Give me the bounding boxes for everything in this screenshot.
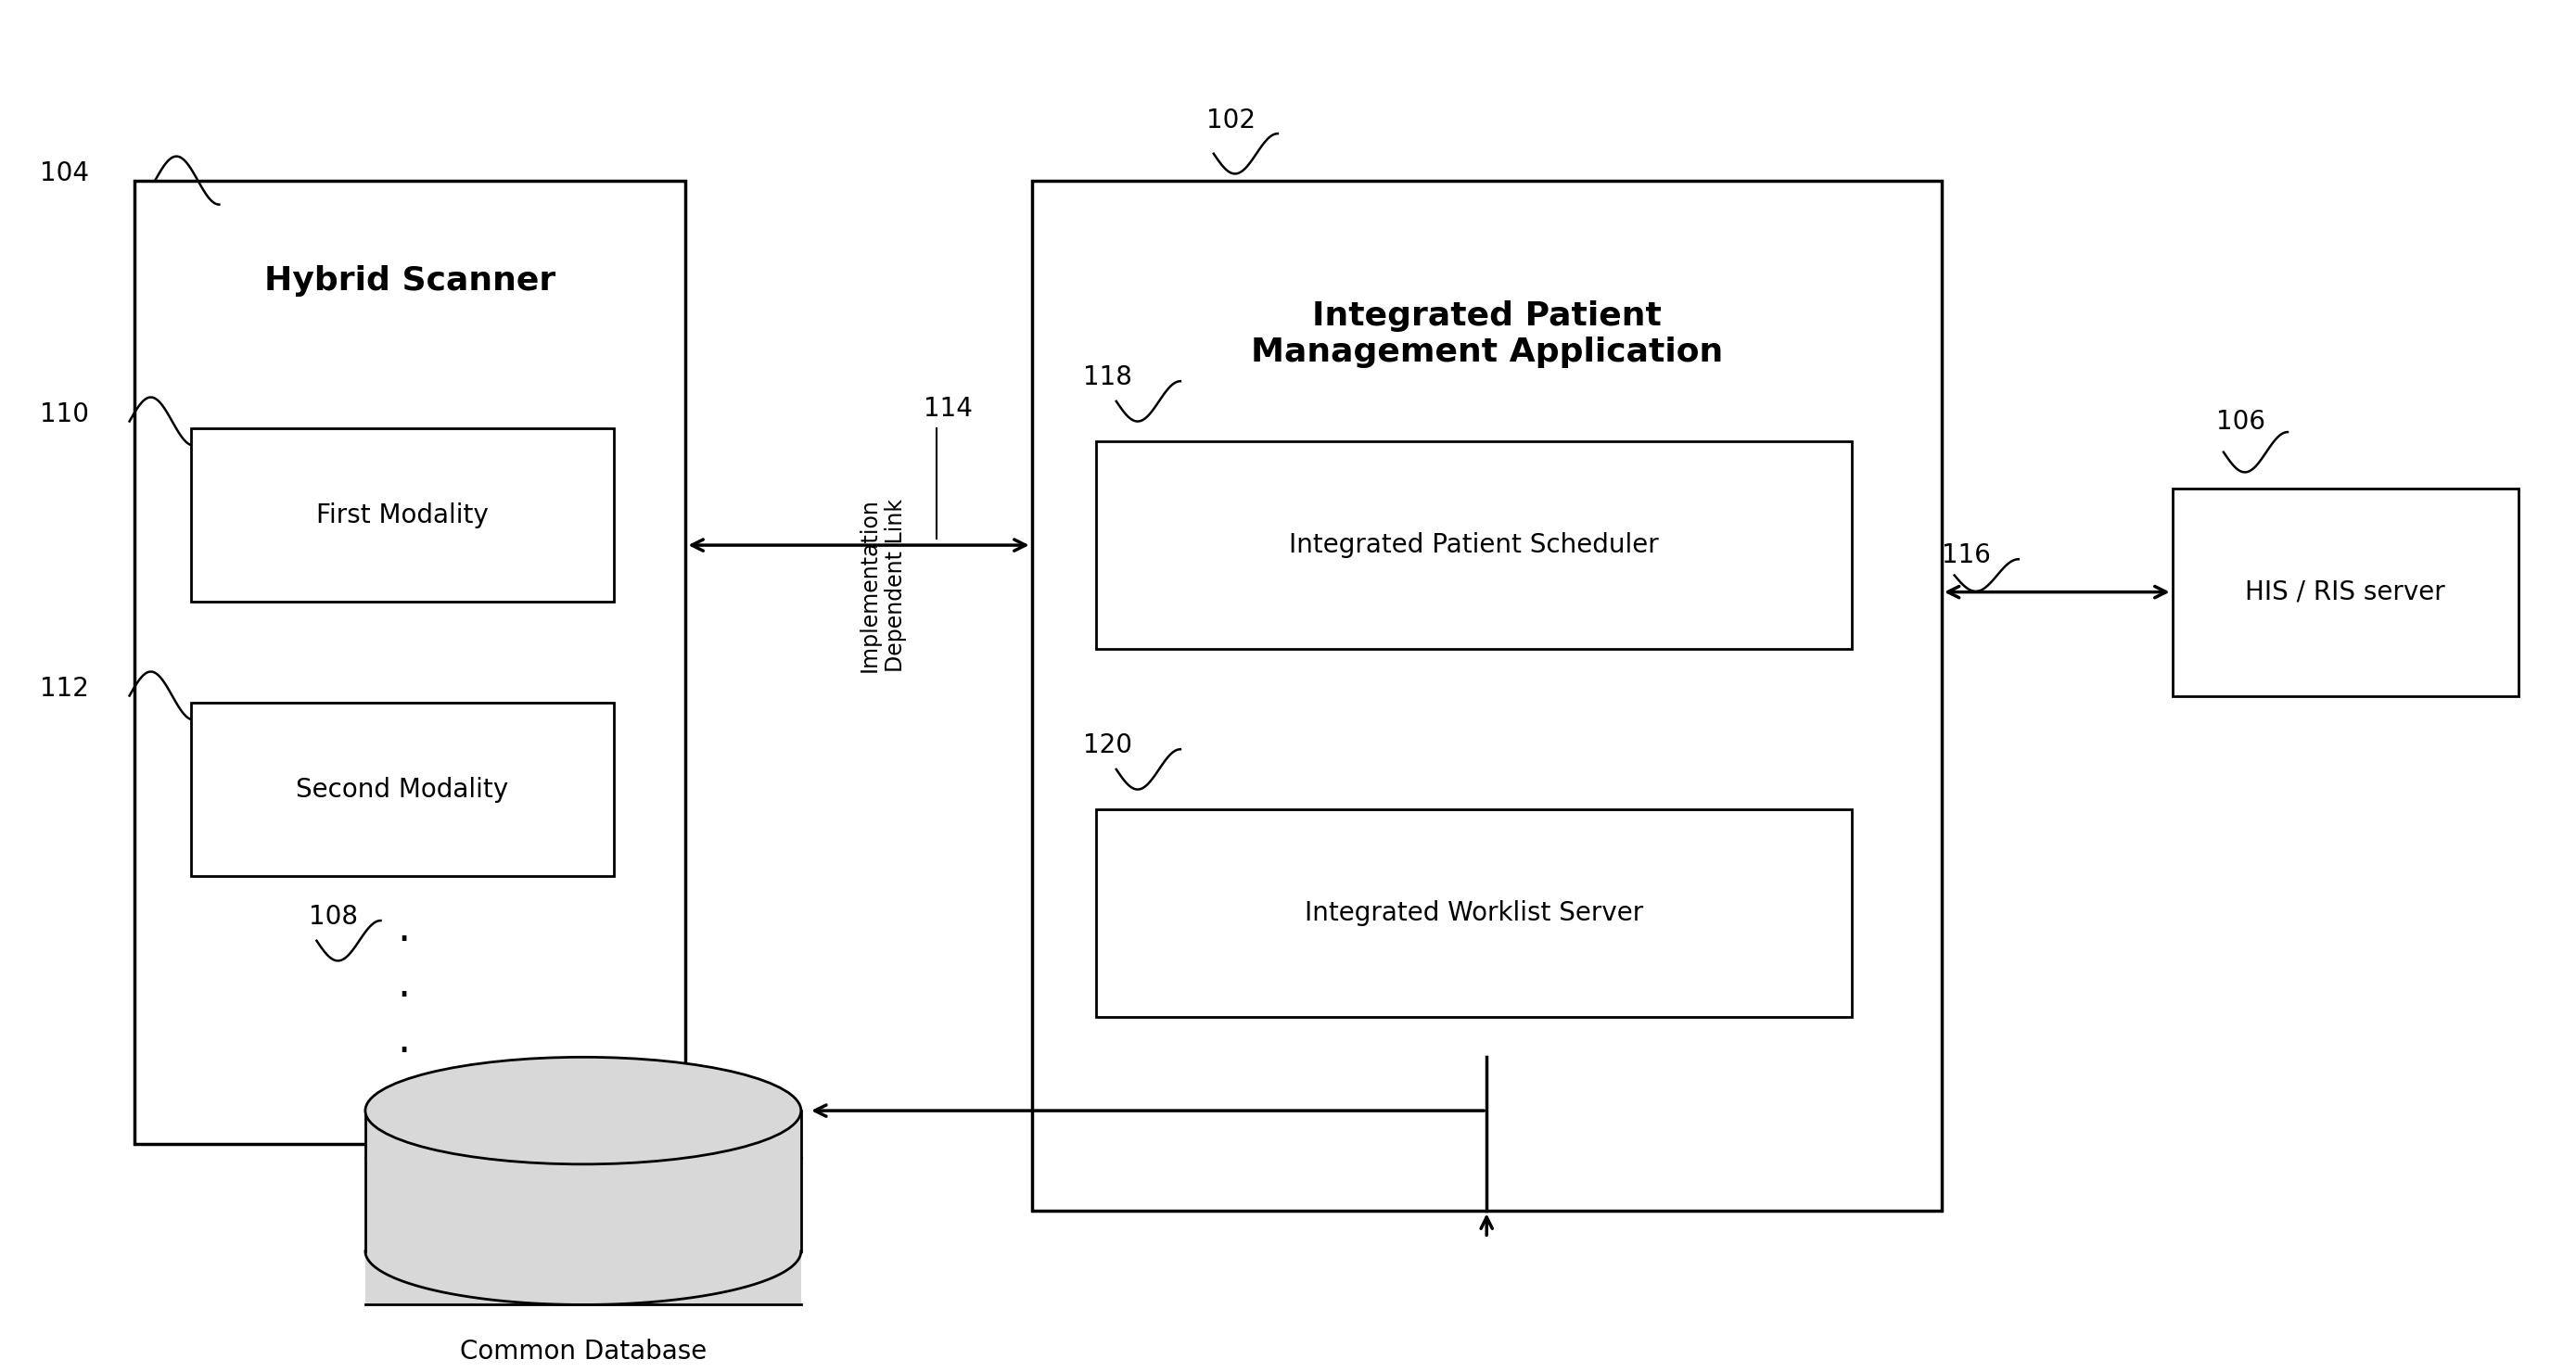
Text: 114: 114 [925,395,974,421]
Ellipse shape [366,1056,801,1165]
FancyBboxPatch shape [1095,442,1852,649]
Text: 102: 102 [1206,107,1255,133]
Text: ·
·
·: · · · [397,922,410,1073]
Text: 118: 118 [1082,365,1131,391]
Text: Integrated Patient
Management Application: Integrated Patient Management Applicatio… [1249,300,1723,368]
Text: Common Database: Common Database [459,1338,706,1364]
Text: Integrated Patient Scheduler: Integrated Patient Scheduler [1288,532,1659,558]
Text: 110: 110 [39,402,90,428]
FancyBboxPatch shape [1095,809,1852,1017]
Text: First Modality: First Modality [317,502,489,528]
FancyBboxPatch shape [366,1111,801,1305]
FancyBboxPatch shape [191,702,613,877]
Text: 112: 112 [39,676,88,702]
Text: Integrated Worklist Server: Integrated Worklist Server [1303,900,1643,926]
FancyBboxPatch shape [134,181,685,1144]
FancyBboxPatch shape [2172,488,2519,696]
Text: 106: 106 [2215,409,2264,435]
Text: 120: 120 [1082,733,1131,759]
Text: Hybrid Scanner: Hybrid Scanner [265,265,556,296]
FancyBboxPatch shape [191,428,613,602]
FancyBboxPatch shape [1030,181,1942,1211]
Text: Second Modality: Second Modality [296,777,507,803]
Text: HIS / RIS server: HIS / RIS server [2246,579,2445,605]
Text: 116: 116 [1942,543,1991,568]
Text: 104: 104 [39,161,90,187]
Text: Implementation
Dependent Link: Implementation Dependent Link [858,498,907,672]
Text: 108: 108 [309,904,358,930]
